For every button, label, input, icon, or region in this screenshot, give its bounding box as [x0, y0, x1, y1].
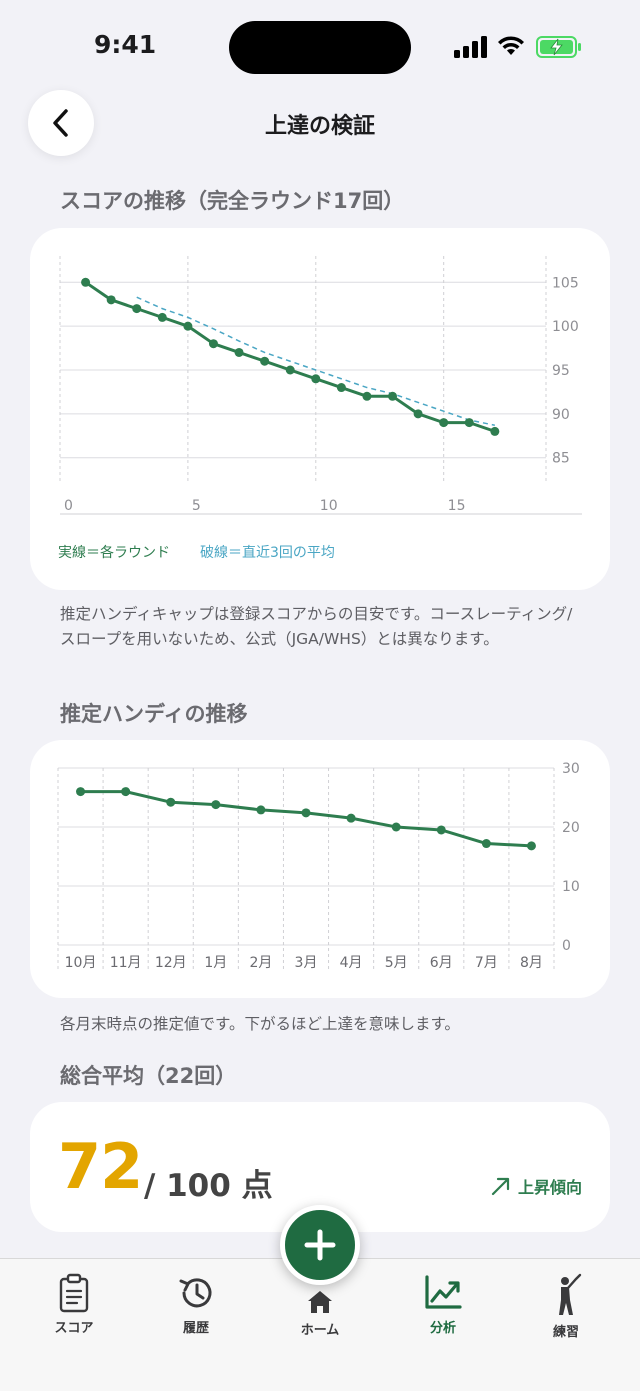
tab-label: 練習: [552, 1325, 579, 1340]
back-button[interactable]: [28, 90, 94, 156]
average-score: 72: [58, 1130, 143, 1203]
x-tick-label: 10月: [65, 955, 97, 971]
chevron-left-icon: [53, 109, 68, 137]
x-tick-label: 5: [192, 498, 201, 514]
data-point: [311, 374, 321, 384]
status-time: 9:41: [94, 30, 157, 59]
chart-icon: [425, 1275, 462, 1309]
data-point: [336, 383, 346, 393]
score-chart-card: 85 90 95 100 105 0 5 10 15 実線＝各ラウンド 破線＝直近3回の平均: [30, 228, 610, 590]
y-tick-label: 85: [552, 451, 570, 467]
score-section-title: スコアの推移（完全ラウンド17回）: [60, 189, 405, 213]
x-tick-label: 11月: [110, 955, 142, 971]
wifi-icon: [498, 36, 524, 55]
dynamic-island: [229, 21, 411, 74]
tab-score[interactable]: スコア: [24, 1273, 124, 1336]
tab-home[interactable]: ホーム: [270, 1289, 370, 1338]
data-point: [436, 825, 446, 835]
average-section-title: 総合平均（22回）: [60, 1064, 237, 1088]
data-point: [464, 418, 474, 428]
data-point: [166, 797, 176, 807]
data-point: [526, 841, 536, 851]
data-point: [106, 295, 116, 305]
data-point: [81, 277, 91, 287]
page-title: 上達の検証: [264, 114, 375, 139]
x-tick-label: 12月: [155, 955, 187, 971]
data-point: [183, 321, 193, 331]
x-tick-label: 7月: [475, 955, 498, 971]
tab-label: 履歴: [182, 1321, 209, 1336]
tab-analysis[interactable]: 分析: [393, 1273, 493, 1336]
data-point: [413, 409, 423, 419]
y-tick-label: 105: [552, 275, 579, 291]
y-tick-label: 20: [562, 820, 580, 836]
y-tick-label: 0: [562, 938, 571, 954]
tab-label: スコア: [54, 1321, 94, 1336]
x-tick-label: 10: [320, 498, 338, 514]
plus-icon: [304, 1229, 336, 1261]
score-note: 推定ハンディキャップは登録スコアからの目安です。コースレーティング/スロープを用…: [60, 605, 573, 648]
tab-history[interactable]: 履歴: [146, 1273, 246, 1336]
average-score-suffix: / 100 点: [144, 1168, 273, 1204]
y-tick-label: 100: [552, 319, 579, 335]
series-line-rounds: [84, 281, 496, 433]
handicap-note: 各月末時点の推定値です。下がるほど上達を意味します。: [60, 1015, 460, 1033]
arrow-up-right-icon: [491, 1177, 510, 1196]
data-point: [260, 356, 270, 366]
handicap-chart-card: 0 10 20 30 10月 11月 12月 1月 2月 3月 4月 5月 6月 7月 8月: [30, 740, 610, 998]
data-point: [256, 805, 266, 815]
data-point: [76, 787, 86, 797]
clipboard-icon: [59, 1273, 89, 1313]
handicap-section-title: 推定ハンディの推移: [60, 702, 248, 726]
data-point: [362, 391, 372, 401]
golfer-icon: [559, 1273, 582, 1315]
x-tick-label: 4月: [340, 955, 363, 971]
legend-solid: 実線＝各ラウンド: [58, 545, 170, 561]
x-tick-label: 2月: [249, 955, 272, 971]
data-point: [439, 418, 449, 428]
tab-practice[interactable]: 練習: [516, 1273, 616, 1340]
tab-label: 分析: [429, 1321, 456, 1336]
data-point: [301, 808, 311, 818]
x-tick-label: 1月: [204, 955, 227, 971]
trend-indicator: 上昇傾向: [490, 1174, 582, 1198]
home-icon: [308, 1291, 332, 1313]
y-tick-label: 95: [552, 363, 570, 379]
data-point: [346, 813, 356, 823]
add-round-button[interactable]: [280, 1205, 360, 1285]
score-chart: 85 90 95 100 105 0 5 10 15: [59, 256, 582, 515]
data-point: [132, 304, 142, 314]
data-point: [208, 339, 218, 349]
series-line-average: [136, 296, 495, 426]
data-point: [211, 800, 221, 810]
x-tick-label: 8月: [520, 955, 543, 971]
trend-label: 上昇傾向: [517, 1178, 582, 1197]
tab-label: ホーム: [300, 1323, 340, 1338]
data-point: [481, 839, 491, 849]
x-tick-label: 6月: [430, 955, 453, 971]
legend-dashed: 破線＝直近3回の平均: [200, 545, 335, 561]
data-point: [157, 312, 167, 322]
data-point: [391, 822, 401, 832]
x-tick-label: 3月: [295, 955, 318, 971]
signal-icon: [454, 36, 488, 58]
data-point: [388, 391, 398, 401]
data-point: [234, 347, 244, 357]
y-tick-label: 90: [552, 407, 570, 423]
x-tick-label: 5月: [385, 955, 408, 971]
handicap-chart: 0 10 20 30 10月 11月 12月 1月 2月 3月 4月 5月 6月 7月 8月: [57, 761, 580, 971]
data-point: [285, 365, 295, 375]
y-tick-label: 30: [562, 761, 580, 777]
history-icon: [179, 1278, 212, 1308]
x-tick-label: 15: [448, 498, 466, 514]
x-tick-label: 0: [64, 498, 73, 514]
y-tick-label: 10: [562, 879, 580, 895]
data-point: [490, 426, 500, 436]
battery-icon: [536, 36, 581, 58]
data-point: [121, 787, 131, 797]
status-bar: 9:41: [0, 0, 640, 96]
